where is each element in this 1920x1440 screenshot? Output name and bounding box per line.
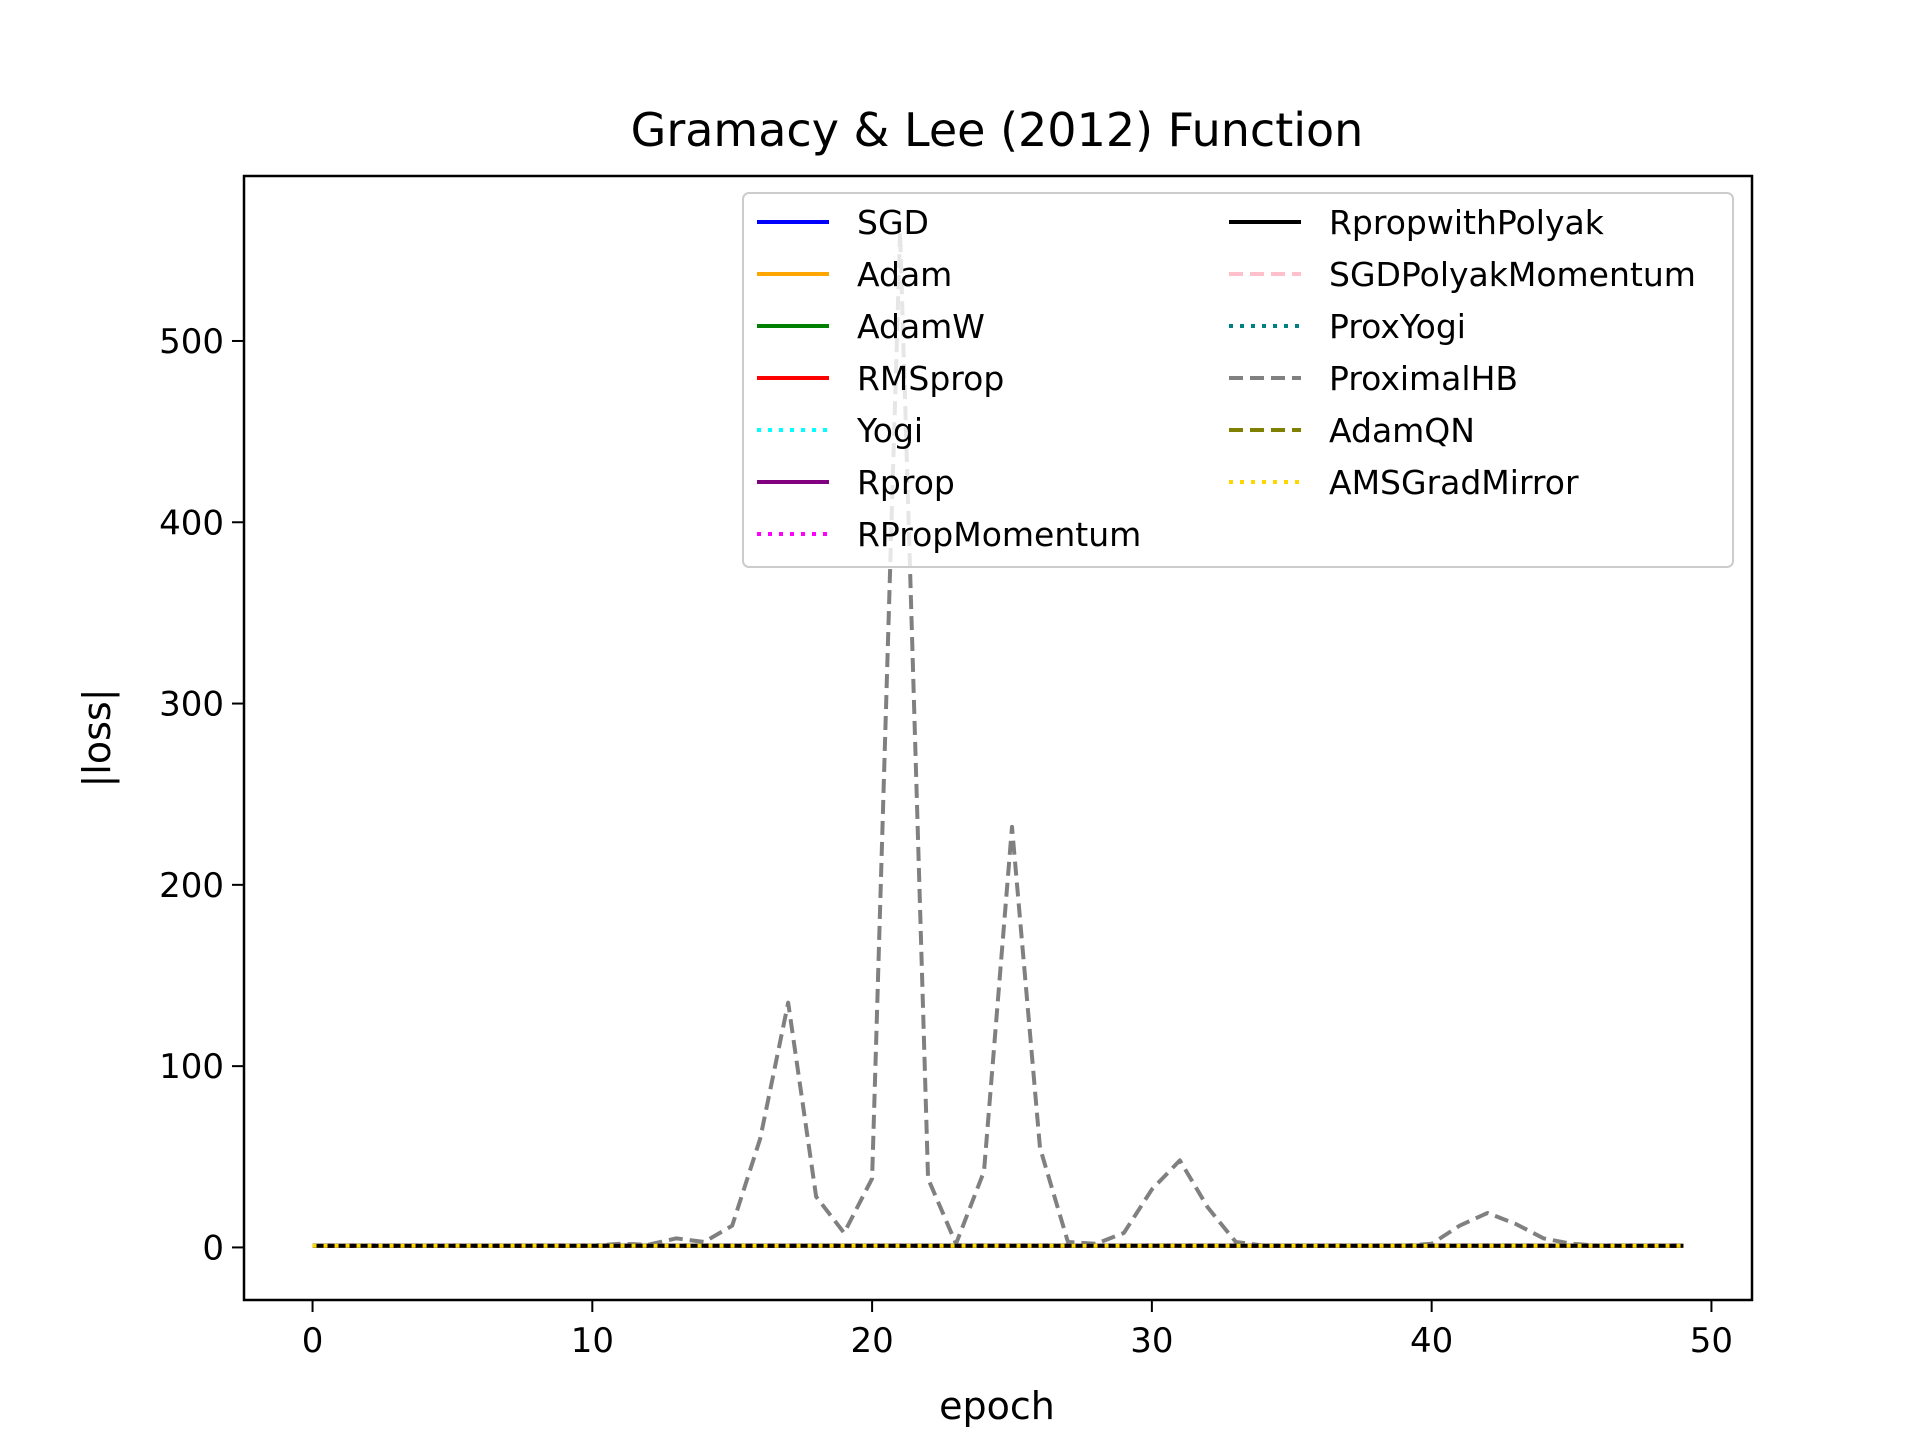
x-tick-label: 40: [1410, 1321, 1453, 1361]
legend-label: AdamQN: [1329, 411, 1475, 450]
y-tick-label: 400: [159, 503, 224, 543]
legend-label: AMSGradMirror: [1329, 463, 1579, 502]
chart-title: Gramacy & Lee (2012) Function: [631, 103, 1364, 157]
y-tick-label: 0: [202, 1228, 224, 1268]
y-tick-label: 200: [159, 866, 224, 906]
legend-label: Rprop: [857, 463, 955, 502]
series-line-proximalhb: [312, 230, 1684, 1248]
legend-label: RPropMomentum: [857, 515, 1141, 554]
x-tick-label: 0: [302, 1321, 324, 1361]
x-tick-label: 50: [1690, 1321, 1733, 1361]
legend-label: RpropwithPolyak: [1329, 203, 1605, 242]
legend-label: Yogi: [856, 411, 923, 450]
legend-label: AdamW: [857, 307, 985, 346]
legend-label: ProximalHB: [1329, 359, 1518, 398]
x-axis-label: epoch: [939, 1384, 1055, 1428]
legend-label: ProxYogi: [1329, 307, 1466, 346]
plot-frame: [242, 174, 1754, 1302]
y-tick-label: 500: [159, 322, 224, 362]
x-tick-label: 30: [1130, 1321, 1173, 1361]
x-tick-label: 10: [571, 1321, 614, 1361]
y-tick-label: 100: [159, 1047, 224, 1087]
legend: SGD Adam AdamW RMSprop Yogi Rprop RPropMomentu…: [742, 192, 1734, 568]
y-tick-label: 300: [159, 685, 224, 725]
y-axis-label: |loss|: [75, 688, 120, 787]
x-tick-label: 20: [850, 1321, 893, 1361]
plot-area: [312, 230, 1684, 1248]
legend-label: RMSprop: [857, 359, 1004, 398]
legend-label: Adam: [857, 255, 952, 294]
legend-label: SGD: [857, 203, 929, 242]
legend-label: SGDPolyakMomentum: [1329, 255, 1696, 294]
